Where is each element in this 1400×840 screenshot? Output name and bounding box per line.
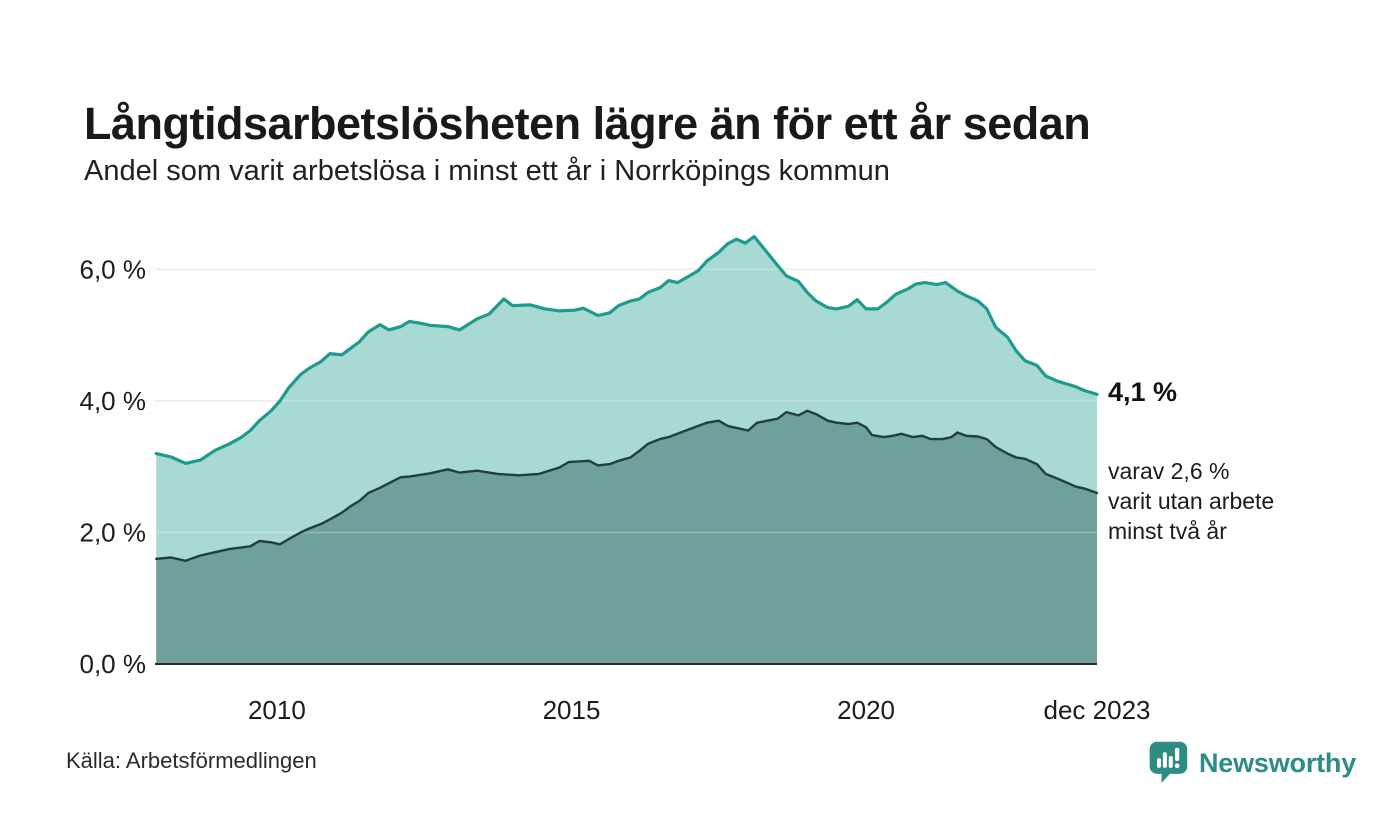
y-tick-label: 0,0 % bbox=[80, 649, 147, 679]
x-tick-label: 2015 bbox=[543, 695, 601, 725]
x-tick-label: dec 2023 bbox=[1044, 695, 1151, 725]
x-tick-label: 2010 bbox=[248, 695, 306, 725]
newsworthy-logo[interactable]: Newsworthy bbox=[1146, 737, 1356, 790]
line-series-1 bbox=[155, 409, 1099, 562]
area-fill-series-1 bbox=[156, 410, 1097, 664]
newsworthy-pin-barchart-icon bbox=[1146, 737, 1190, 790]
y-tick-label: 2,0 % bbox=[80, 517, 147, 547]
end-note-line: varit utan arbete bbox=[1108, 488, 1275, 514]
page-title: Långtidsarbetslösheten lägre än för ett … bbox=[84, 98, 1091, 150]
end-note-line: varav 2,6 % bbox=[1108, 458, 1230, 484]
end-note: varav 2,6 % varit utan arbete minst två … bbox=[1108, 456, 1274, 546]
end-value-label: 4,1 % bbox=[1108, 377, 1178, 407]
y-tick-label: 6,0 % bbox=[80, 254, 147, 284]
line-series-0 bbox=[154, 234, 1099, 465]
newsworthy-wordmark: Newsworthy bbox=[1199, 748, 1357, 778]
x-tick-label: 2020 bbox=[837, 695, 895, 725]
chart-subtitle: Andel som varit arbetslösa i minst ett å… bbox=[84, 155, 890, 187]
y-tick-label: 4,0 % bbox=[80, 386, 147, 416]
end-note-line: minst två år bbox=[1108, 518, 1227, 544]
source-credit: Källa: Arbetsförmedlingen bbox=[66, 748, 317, 773]
